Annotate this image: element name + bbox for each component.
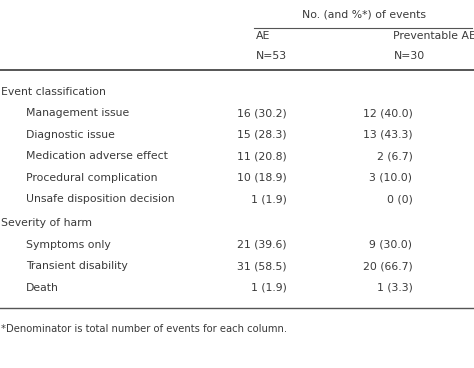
Text: Severity of harm: Severity of harm <box>1 218 92 228</box>
Text: *Denominator is total number of events for each column.: *Denominator is total number of events f… <box>1 324 287 334</box>
Text: No. (and %*) of events: No. (and %*) of events <box>302 9 426 19</box>
Text: Symptoms only: Symptoms only <box>26 240 111 250</box>
Text: 10 (18.9): 10 (18.9) <box>237 173 287 183</box>
Text: Transient disability: Transient disability <box>26 261 128 271</box>
Text: 16 (30.2): 16 (30.2) <box>237 108 287 118</box>
Text: Management issue: Management issue <box>26 108 129 118</box>
Text: Procedural complication: Procedural complication <box>26 173 157 183</box>
Text: 20 (66.7): 20 (66.7) <box>363 261 412 271</box>
Text: Medication adverse effect: Medication adverse effect <box>26 151 168 161</box>
Text: 2 (6.7): 2 (6.7) <box>376 151 412 161</box>
Text: 0 (0): 0 (0) <box>386 194 412 205</box>
Text: Diagnostic issue: Diagnostic issue <box>26 130 115 140</box>
Text: 1 (1.9): 1 (1.9) <box>251 194 287 205</box>
Text: Event classification: Event classification <box>1 86 106 96</box>
Text: 15 (28.3): 15 (28.3) <box>237 130 287 140</box>
Text: 12 (40.0): 12 (40.0) <box>363 108 412 118</box>
Text: 9 (30.0): 9 (30.0) <box>369 240 412 250</box>
Text: 1 (3.3): 1 (3.3) <box>376 283 412 293</box>
Text: AE: AE <box>256 31 270 41</box>
Text: Unsafe disposition decision: Unsafe disposition decision <box>26 194 175 205</box>
Text: 11 (20.8): 11 (20.8) <box>237 151 287 161</box>
Text: 21 (39.6): 21 (39.6) <box>237 240 287 250</box>
Text: Death: Death <box>26 283 59 293</box>
Text: 31 (58.5): 31 (58.5) <box>237 261 287 271</box>
Text: N=53: N=53 <box>256 51 287 61</box>
Text: N=30: N=30 <box>393 51 425 61</box>
Text: 13 (43.3): 13 (43.3) <box>363 130 412 140</box>
Text: Preventable AE: Preventable AE <box>393 31 474 41</box>
Text: 1 (1.9): 1 (1.9) <box>251 283 287 293</box>
Text: 3 (10.0): 3 (10.0) <box>369 173 412 183</box>
